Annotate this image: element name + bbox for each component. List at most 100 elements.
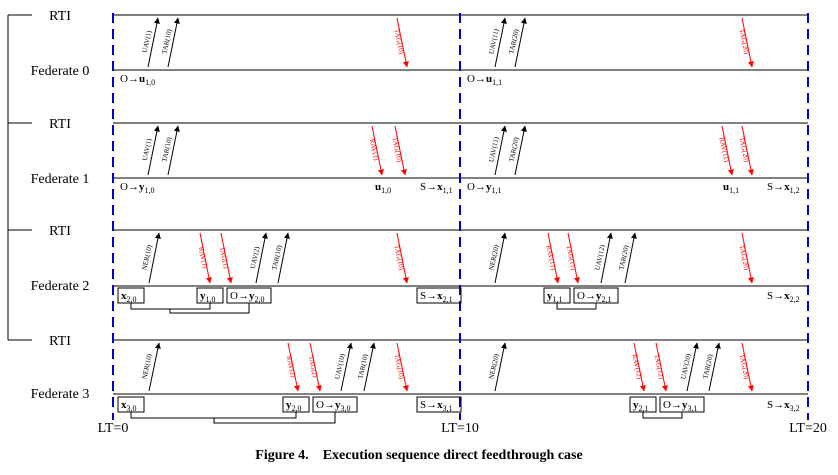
annotation: x3,0 xyxy=(121,399,137,413)
annotation: S→x2,2 xyxy=(767,290,800,304)
message-arrow: TAG(11) xyxy=(564,232,580,284)
rti-label: RTI xyxy=(49,117,71,132)
annotation: O→y3,0 xyxy=(316,399,350,413)
svg-text:TAG(10): TAG(10) xyxy=(390,136,403,163)
message-arrow: RAV(1) xyxy=(368,125,384,176)
message-arrow: TAG(20) xyxy=(737,17,754,68)
svg-text:TAG(20): TAG(20) xyxy=(737,353,750,380)
message-arrow: RAV(11) xyxy=(544,232,560,284)
federate-label: Federate 0 xyxy=(31,64,90,79)
annotation: y1,1 xyxy=(547,290,563,304)
message-arrow: UAV(20) xyxy=(679,342,699,392)
svg-text:UAV(12): UAV(12) xyxy=(593,243,606,271)
message-arrow: TAR(20) xyxy=(508,17,527,68)
svg-text:TAG(10): TAG(10) xyxy=(392,28,405,55)
message-arrow: UAV(2) xyxy=(249,232,268,284)
message-arrow: NER(20) xyxy=(487,232,507,284)
annotation: O→y1,0 xyxy=(120,181,154,195)
svg-text:TAG(12): TAG(12) xyxy=(652,353,665,380)
federate-label: Federate 3 xyxy=(31,387,90,402)
message-arrow: TAG(20) xyxy=(737,342,754,392)
annotation: y1,0 xyxy=(200,290,216,304)
message-arrow: UAV(11) xyxy=(487,125,507,176)
message-arrow: TAR(10) xyxy=(161,17,180,68)
messages-federate-2: NER(10) RAV(1) TAG(1) UAV(2) TAR(10) TAG… xyxy=(140,232,754,284)
svg-text:TAR(20): TAR(20) xyxy=(702,353,715,380)
svg-text:TAG(1): TAG(1) xyxy=(218,246,231,270)
message-arrow: RAV(1) xyxy=(197,232,212,284)
annotation: S→x3,2 xyxy=(767,399,800,413)
federate-label: Federate 2 xyxy=(31,279,90,294)
svg-text:RAV(1): RAV(1) xyxy=(368,138,381,162)
message-arrow: UAV(11) xyxy=(487,17,507,68)
federate-label: Federate 1 xyxy=(31,172,90,187)
message-arrow: UAV(10) xyxy=(333,342,353,392)
svg-text:TAG(2): TAG(2) xyxy=(307,355,320,379)
message-arrow: NER(10) xyxy=(140,342,161,392)
time-labels: LT=0 LT=10 LT=20 xyxy=(98,421,827,436)
message-arrow: TAG(10) xyxy=(392,232,409,284)
annotation: O→y1,1 xyxy=(467,181,501,195)
message-arrow: RAV(2) xyxy=(285,342,300,392)
svg-text:RAV(1): RAV(1) xyxy=(197,246,210,270)
message-arrow: TAG(20) xyxy=(737,125,754,176)
annotation: O→y2,1 xyxy=(577,290,611,304)
message-arrow: TAG(20) xyxy=(737,232,754,284)
time-label: LT=20 xyxy=(789,421,827,436)
svg-text:TAG(11): TAG(11) xyxy=(564,244,577,271)
svg-text:NER(20): NER(20) xyxy=(487,244,500,271)
annotation: y2,0 xyxy=(286,399,302,413)
dependency-connectors xyxy=(130,303,683,424)
annotation: u1,1 xyxy=(723,181,739,195)
time-label: LT=10 xyxy=(441,421,479,436)
message-arrow: TAG(12) xyxy=(652,342,668,392)
messages-federate-1: UAV(1) TAR(10) RAV(1) TAG(10) UAV(11) TA… xyxy=(141,125,754,176)
svg-text:TAG(10): TAG(10) xyxy=(392,353,405,380)
rti-label: RTI xyxy=(49,224,71,239)
message-arrow: UAV(1) xyxy=(141,17,160,68)
time-boundaries xyxy=(112,13,809,420)
svg-text:UAV(10): UAV(10) xyxy=(333,352,346,380)
message-arrow: UAV(1) xyxy=(141,125,160,176)
row-labels: RTI Federate 0 RTI Federate 1 RTI Federa… xyxy=(31,9,90,402)
figure-caption: Figure 4. Execution sequence direct feedt… xyxy=(0,448,838,464)
annotation: O→y3,1 xyxy=(663,399,697,413)
messages-federate-0: UAV(1) TAR(10) TAG(10) UAV(11) TAR(20) T… xyxy=(141,17,754,68)
message-arrow: RAV(11) xyxy=(717,125,734,176)
annotation: S→x3,1 xyxy=(420,399,453,413)
annotation: S→x2,1 xyxy=(420,290,453,304)
message-arrow: TAR(10) xyxy=(161,125,180,176)
figure-caption-text: Execution sequence direct feedthrough ca… xyxy=(322,448,583,463)
message-arrow: TAG(10) xyxy=(392,17,409,68)
message-arrow: TAR(10) xyxy=(271,232,290,284)
svg-text:RAV(11): RAV(11) xyxy=(717,136,730,163)
rti-bracket xyxy=(7,14,32,341)
annotation: O→y2,0 xyxy=(230,290,264,304)
annotation: u1,0 xyxy=(375,181,391,195)
annotation: x2,0 xyxy=(121,290,137,304)
message-arrow: TAR(10) xyxy=(357,342,376,392)
message-arrow: NER(10) xyxy=(140,232,161,284)
message-arrow: TAG(10) xyxy=(392,342,409,392)
annotation-boxes xyxy=(117,287,705,413)
svg-text:RAV(12): RAV(12) xyxy=(630,353,643,380)
annotation: S→x1,2 xyxy=(767,181,800,195)
message-arrow: TAR(20) xyxy=(618,232,637,284)
message-arrow: TAG(2) xyxy=(307,342,322,392)
messages-federate-3: NER(10) RAV(2) TAG(2) UAV(10) TAR(10) TA… xyxy=(140,342,754,392)
rti-label: RTI xyxy=(49,9,71,24)
annotation: S→x1,1 xyxy=(420,181,453,195)
message-arrow: TAG(1) xyxy=(218,232,233,284)
message-arrow: NER(20) xyxy=(487,342,507,392)
svg-text:UAV(20): UAV(20) xyxy=(679,352,692,380)
annotation: O→u1,0 xyxy=(120,73,155,87)
message-arrow: TAR(20) xyxy=(702,342,721,392)
annotation: O→u1,1 xyxy=(467,73,502,87)
time-label: LT=0 xyxy=(98,421,129,436)
svg-text:TAR(10): TAR(10) xyxy=(357,353,370,380)
svg-text:RAV(11): RAV(11) xyxy=(544,244,557,271)
svg-text:TAG(20): TAG(20) xyxy=(737,28,750,55)
message-arrow: UAV(12) xyxy=(593,232,613,284)
svg-text:TAG(20): TAG(20) xyxy=(737,136,750,163)
